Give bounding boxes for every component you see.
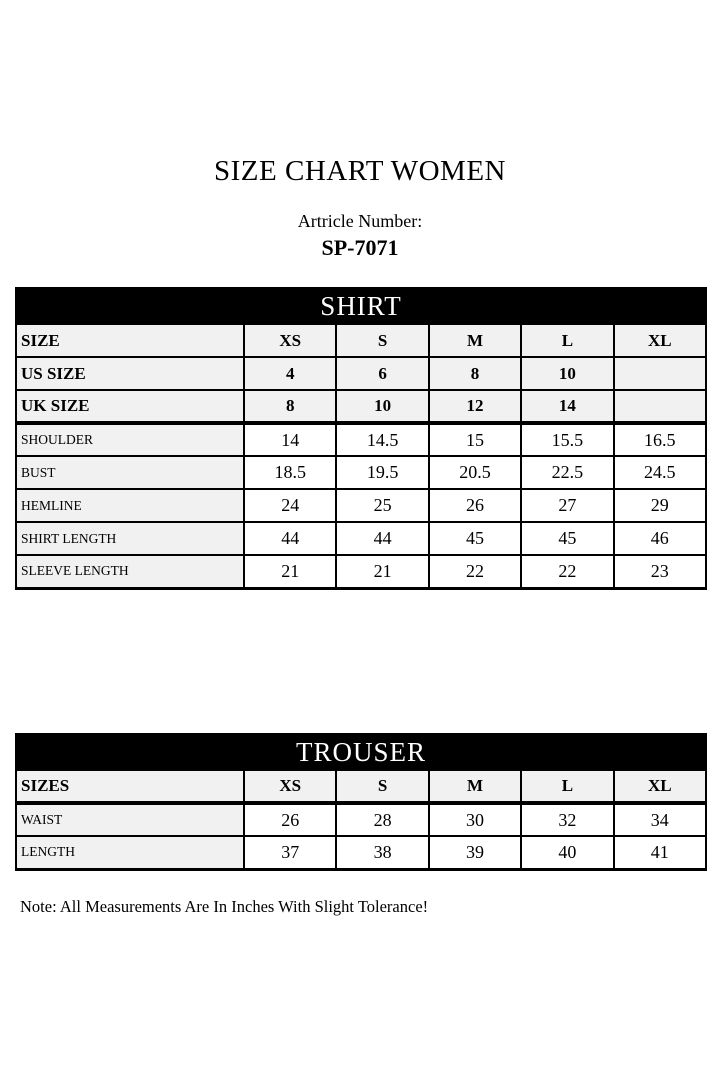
- cell-value: 10: [335, 389, 430, 425]
- row-label: HEMLINE: [15, 488, 245, 523]
- cell-value: 38: [335, 835, 430, 870]
- cell-value: 20.5: [427, 455, 523, 490]
- uk-size-row: UK SIZE 8 10 12 14: [15, 389, 708, 425]
- cell-value: 45: [427, 521, 523, 556]
- shirt-table-band: SHIRT: [15, 287, 707, 325]
- column-header-xs: XS: [242, 769, 338, 805]
- cell-value: 21: [242, 554, 338, 589]
- cell-value: 15.5: [520, 422, 615, 457]
- cell-value: 24: [242, 488, 338, 523]
- cell-value: 41: [612, 835, 707, 870]
- cell-value: 10: [520, 356, 615, 391]
- cell-value: 45: [520, 521, 615, 556]
- cell-value: 22: [520, 554, 615, 589]
- cell-value: 21: [335, 554, 430, 589]
- cell-value: 27: [520, 488, 615, 523]
- row-label: SLEEVE LENGTH: [15, 554, 245, 589]
- hemline-row: HEMLINE 24 25 26 27 29: [15, 488, 708, 523]
- us-size-row: US SIZE 4 6 8 10: [15, 356, 708, 391]
- cell-value: 37: [242, 835, 338, 870]
- cell-value: 22.5: [520, 455, 615, 490]
- cell-value: 40: [520, 835, 615, 870]
- trouser-table-title: TROUSER: [15, 733, 707, 771]
- column-header-xs: XS: [242, 323, 338, 358]
- cell-value: 8: [242, 389, 338, 425]
- article-number-label: Artricle Number:: [297, 211, 423, 231]
- article-number-value: SP-7071: [321, 235, 399, 260]
- cell-value: 44: [335, 521, 430, 556]
- cell-value: 22: [427, 554, 523, 589]
- cell-value: 6: [335, 356, 430, 391]
- row-label: LENGTH: [15, 835, 245, 870]
- column-header-m: M: [427, 323, 523, 358]
- page-title: SIZE CHART WOMEN: [214, 155, 506, 187]
- cell-value: 8: [427, 356, 523, 391]
- cell-value: 26: [427, 488, 523, 523]
- cell-value: [612, 356, 708, 391]
- shirt-size-table: SHIRT SIZE XS S M L XL US SIZE 4 6 8 10 …: [15, 287, 708, 590]
- cell-value: 14.5: [335, 422, 430, 457]
- sleeve-length-row: SLEEVE LENGTH 21 21 22 22 23: [15, 554, 708, 589]
- cell-value: 16.5: [612, 422, 708, 457]
- row-label: SHIRT LENGTH: [15, 521, 245, 556]
- cell-value: 18.5: [242, 455, 338, 490]
- cell-value: 29: [612, 488, 708, 523]
- cell-value: 15: [427, 422, 523, 457]
- trouser-size-table: TROUSER SIZES XS S M L XL WAIST 26 28 30…: [15, 733, 707, 871]
- row-label: US SIZE: [15, 356, 245, 391]
- tolerance-note: Note: All Measurements Are In Inches Wit…: [20, 897, 429, 916]
- cell-value: 12: [427, 389, 523, 425]
- cell-value: [612, 389, 708, 425]
- column-header-xl: XL: [612, 769, 707, 805]
- column-header-xl: XL: [612, 323, 708, 358]
- cell-value: 23: [612, 554, 708, 589]
- cell-value: 14: [520, 389, 615, 425]
- row-label: SHOULDER: [15, 422, 245, 457]
- shirt-header-row: SIZE XS S M L XL: [15, 323, 708, 358]
- shirt-table-title: SHIRT: [15, 287, 707, 325]
- cell-value: 24.5: [612, 455, 708, 490]
- cell-value: 25: [335, 488, 430, 523]
- cell-value: 46: [612, 521, 708, 556]
- cell-value: 19.5: [335, 455, 430, 490]
- column-header-sizes: SIZES: [15, 769, 245, 805]
- column-header-l: L: [520, 323, 615, 358]
- row-label: WAIST: [15, 802, 245, 837]
- column-header-s: S: [335, 769, 430, 805]
- shoulder-row: SHOULDER 14 14.5 15 15.5 16.5: [15, 422, 708, 457]
- trouser-table-band: TROUSER: [15, 733, 707, 771]
- cell-value: 34: [612, 802, 707, 837]
- cell-value: 30: [427, 802, 523, 837]
- cell-value: 32: [520, 802, 615, 837]
- cell-value: 44: [242, 521, 338, 556]
- cell-value: 26: [242, 802, 338, 837]
- length-row: LENGTH 37 38 39 40 41: [15, 835, 707, 870]
- cell-value: 28: [335, 802, 430, 837]
- cell-value: 4: [242, 356, 338, 391]
- trouser-header-row: SIZES XS S M L XL: [15, 769, 707, 805]
- row-label: BUST: [15, 455, 245, 490]
- column-header-s: S: [335, 323, 430, 358]
- bust-row: BUST 18.5 19.5 20.5 22.5 24.5: [15, 455, 708, 490]
- column-header-l: L: [520, 769, 615, 805]
- shirt-length-row: SHIRT LENGTH 44 44 45 45 46: [15, 521, 708, 556]
- column-header-m: M: [427, 769, 523, 805]
- column-header-size: SIZE: [15, 323, 245, 358]
- cell-value: 39: [427, 835, 523, 870]
- waist-row: WAIST 26 28 30 32 34: [15, 802, 707, 837]
- row-label: UK SIZE: [15, 389, 245, 425]
- cell-value: 14: [242, 422, 338, 457]
